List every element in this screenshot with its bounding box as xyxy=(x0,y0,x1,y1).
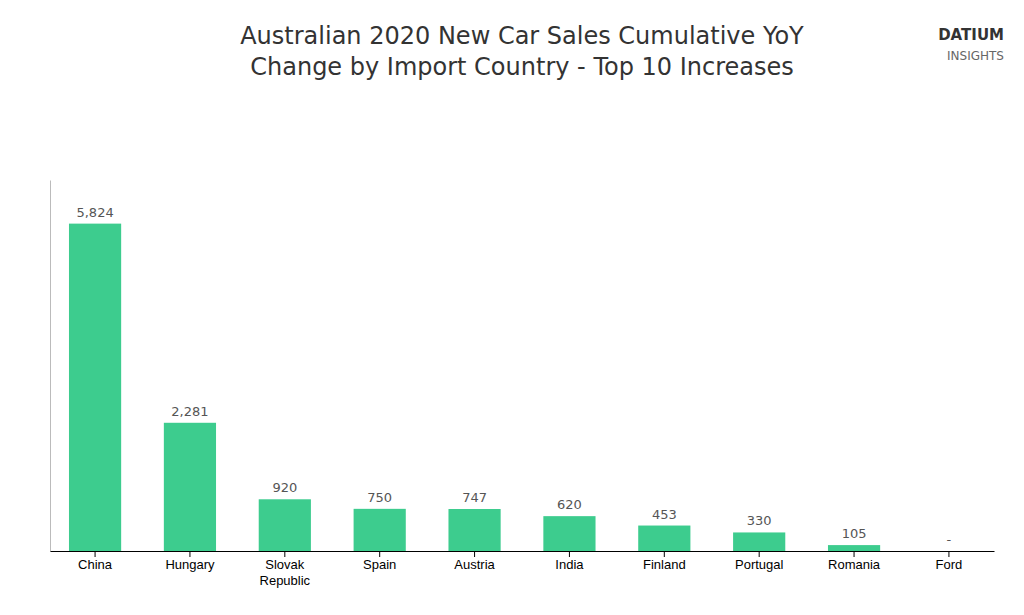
x-tick-label: Romania xyxy=(828,557,881,572)
data-labels: 5,824 2,281 920 750 747 620 453 330 105 - xyxy=(76,205,951,547)
x-tick-mark xyxy=(189,551,190,557)
bar xyxy=(638,526,690,551)
data-label: 747 xyxy=(462,490,487,505)
x-tick-mark xyxy=(474,551,475,557)
x-tick-mark xyxy=(854,551,855,557)
title: Australian 2020 New Car Sales Cumulative… xyxy=(240,22,804,81)
annotation: DATIUM xyxy=(938,26,1004,44)
x-tick: India xyxy=(555,551,584,572)
bar xyxy=(164,423,216,551)
x-tick-mark xyxy=(284,551,285,557)
bars xyxy=(69,224,880,551)
x-axis-line xyxy=(51,551,995,552)
x-tick-label-line: Republic xyxy=(260,573,311,588)
x-tick: Portugal xyxy=(735,551,784,572)
data-label: 620 xyxy=(557,497,582,512)
plot: China Hungary SlovakRepublic Spain Austria In… xyxy=(51,181,995,588)
x-tick-label: India xyxy=(555,557,584,572)
y-axis-line xyxy=(50,181,51,552)
bar xyxy=(923,551,975,552)
title-line: Change by Import Country - Top 10 Increa… xyxy=(250,53,794,81)
x-tick-mark xyxy=(379,551,380,557)
x-tick: Romania xyxy=(828,551,881,572)
x-tick-label: China xyxy=(78,557,113,572)
x-tick: Hungary xyxy=(165,551,215,572)
x-tick-mark xyxy=(95,551,96,557)
x-tick-mark xyxy=(664,551,665,557)
data-label: 920 xyxy=(272,480,297,495)
annotation: INSIGHTS xyxy=(947,49,1004,63)
bar xyxy=(543,516,595,551)
x-axis: China Hungary SlovakRepublic Spain Austria In… xyxy=(51,551,995,588)
x-tick-mark xyxy=(759,551,760,557)
bar xyxy=(448,509,500,551)
y-axis xyxy=(50,181,51,552)
x-tick-label: Portugal xyxy=(735,557,784,572)
x-tick: Austria xyxy=(454,551,495,572)
data-label: 105 xyxy=(842,526,867,541)
data-label: 2,281 xyxy=(171,404,208,419)
bar xyxy=(259,499,311,551)
bar xyxy=(828,545,880,551)
x-tick: SlovakRepublic xyxy=(260,551,311,588)
x-tick-mark xyxy=(948,551,949,557)
x-tick: China xyxy=(78,551,113,572)
title-line: Australian 2020 New Car Sales Cumulative… xyxy=(240,22,804,50)
chart: Australian 2020 New Car Sales Cumulative… xyxy=(0,0,1024,615)
data-label: 5,824 xyxy=(76,205,113,220)
bar xyxy=(69,224,121,551)
data-label: - xyxy=(947,532,952,547)
data-label: 453 xyxy=(652,507,677,522)
x-tick: Spain xyxy=(363,551,396,572)
x-tick-label: Hungary xyxy=(165,557,215,572)
x-tick: Finland xyxy=(643,551,686,572)
data-label: 330 xyxy=(747,513,772,528)
x-tick-label: Ford xyxy=(936,557,963,572)
x-tick-label: SlovakRepublic xyxy=(260,557,311,588)
x-tick-label: Austria xyxy=(454,557,495,572)
x-tick: Ford xyxy=(936,551,963,572)
x-tick-label-line: Slovak xyxy=(265,557,305,572)
x-tick-mark xyxy=(569,551,570,557)
x-tick-label: Spain xyxy=(363,557,396,572)
bar xyxy=(733,532,785,551)
data-label: 750 xyxy=(367,490,392,505)
bar xyxy=(354,509,406,551)
x-tick-label: Finland xyxy=(643,557,686,572)
